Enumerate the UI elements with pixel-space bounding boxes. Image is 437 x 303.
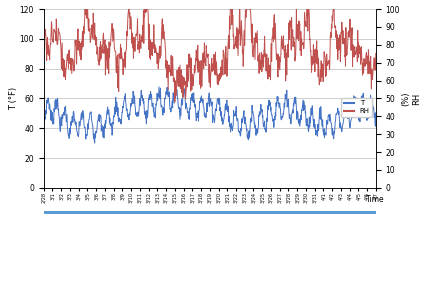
RH	[278, 52, 284, 55]
RH	[329, 36, 334, 39]
T	[156, 85, 162, 89]
RH	[41, 32, 46, 35]
T	[278, 117, 284, 120]
T	[92, 141, 97, 145]
Y-axis label: (%)
RH: (%) RH	[402, 91, 421, 106]
Line: RH: RH	[44, 9, 376, 102]
T	[329, 122, 334, 125]
Line: T: T	[44, 87, 376, 143]
T	[41, 115, 46, 118]
RH	[292, 40, 297, 44]
RH	[77, 53, 83, 56]
T	[292, 96, 297, 99]
T	[128, 105, 133, 108]
RH	[184, 85, 189, 89]
RH	[128, 16, 133, 20]
Text: Time: Time	[366, 195, 385, 205]
T	[184, 102, 189, 105]
Legend: T, RH: T, RH	[341, 98, 372, 117]
Y-axis label: T (°F): T (°F)	[9, 87, 18, 110]
RH	[83, 7, 88, 11]
RH	[172, 100, 177, 104]
T	[373, 111, 378, 114]
RH	[373, 52, 378, 55]
T	[77, 124, 83, 128]
